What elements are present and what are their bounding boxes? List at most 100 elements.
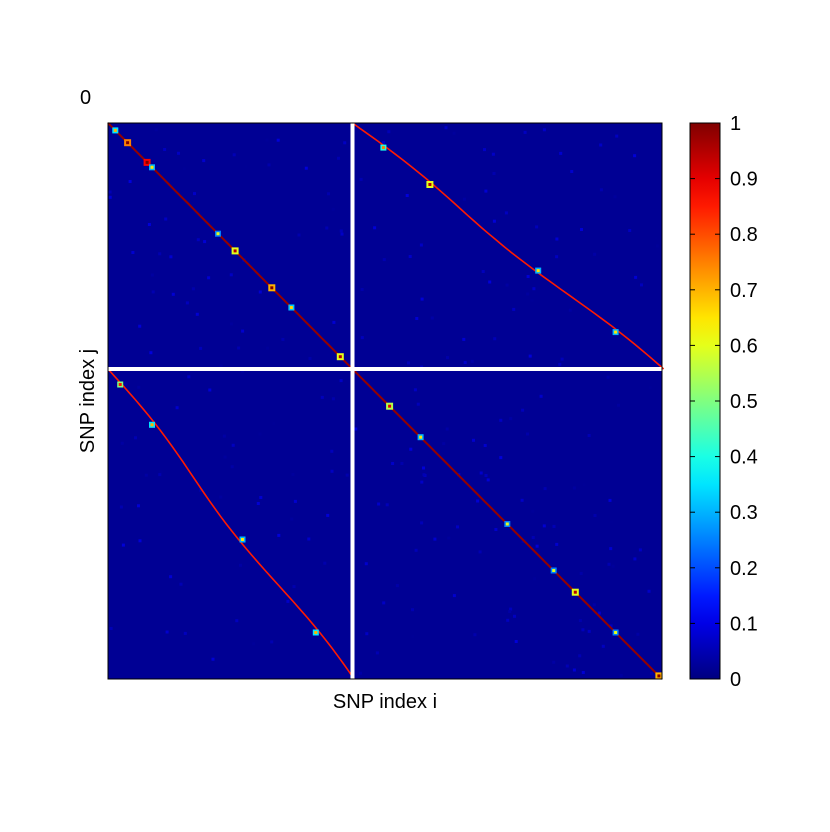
noise-cell xyxy=(526,292,530,296)
noise-cell xyxy=(509,417,513,421)
noise-cell xyxy=(158,252,162,256)
cluster-core xyxy=(388,404,392,408)
noise-cell xyxy=(452,131,456,135)
cluster-core xyxy=(614,330,618,334)
noise-cell xyxy=(647,589,651,593)
noise-cell xyxy=(483,444,487,447)
noise-cell xyxy=(124,382,128,386)
noise-cell xyxy=(442,442,446,446)
noise-cell xyxy=(387,130,391,134)
diagonal-top-right xyxy=(352,122,665,370)
noise-cell xyxy=(578,619,582,622)
noise-cell xyxy=(241,329,245,333)
noise-cell xyxy=(175,406,179,410)
noise-cell xyxy=(179,582,183,586)
noise-cell xyxy=(343,141,347,145)
cluster-core xyxy=(536,269,540,273)
noise-cell xyxy=(520,498,524,502)
noise-cell xyxy=(572,668,576,672)
noise-cell xyxy=(144,473,148,477)
noise-cell xyxy=(165,630,169,634)
cluster-core xyxy=(126,141,130,145)
noise-cell xyxy=(552,524,556,528)
noise-cell xyxy=(414,548,418,552)
noise-cell xyxy=(579,572,583,575)
noise-cell xyxy=(119,505,123,509)
noise-cell xyxy=(542,128,546,132)
noise-cell xyxy=(478,550,482,554)
noise-cell xyxy=(413,388,417,392)
noise-cell xyxy=(567,602,571,606)
noise-cell xyxy=(151,290,155,294)
noise-cell xyxy=(509,607,513,611)
noise-cell xyxy=(297,233,301,237)
noise-cell xyxy=(415,317,419,320)
noise-cell xyxy=(337,156,340,160)
cluster-core xyxy=(552,569,556,572)
noise-cell xyxy=(290,517,294,521)
noise-cell xyxy=(611,564,615,568)
noise-cell xyxy=(364,562,368,566)
noise-cell xyxy=(400,462,404,465)
noise-cell xyxy=(385,503,389,507)
noise-cell xyxy=(640,283,643,287)
noise-cell xyxy=(144,166,148,170)
colorbar-tick-label: 0.1 xyxy=(730,613,758,635)
cluster-core xyxy=(270,286,274,290)
noise-cell xyxy=(523,130,527,134)
noise-cell xyxy=(330,469,334,473)
noise-cell xyxy=(650,671,653,675)
noise-cell xyxy=(187,375,191,379)
noise-cell xyxy=(281,337,285,341)
noise-cell xyxy=(581,671,585,674)
noise-cell xyxy=(266,346,270,350)
noise-cell xyxy=(219,364,223,368)
colorbar-ticks: 0 0.1 0.2 0.3 0.4 0.5 0.6 0.7 0.8 0.9 1 xyxy=(690,113,758,691)
plot-frame xyxy=(107,122,663,680)
noise-cell xyxy=(244,165,248,168)
noise-cell xyxy=(532,287,536,291)
noise-cell xyxy=(607,562,611,566)
noise-cell xyxy=(323,561,327,565)
noise-cell xyxy=(272,422,276,425)
noise-cell xyxy=(108,195,112,199)
noise-cell xyxy=(580,228,583,231)
noise-cell xyxy=(252,642,256,646)
noise-cell xyxy=(147,223,151,226)
noise-cell xyxy=(354,427,358,431)
noise-cell xyxy=(304,166,308,170)
noise-cell xyxy=(614,282,618,286)
noise-cell xyxy=(422,473,426,477)
noise-cell xyxy=(543,487,547,491)
noise-cell xyxy=(636,632,640,636)
noise-cell xyxy=(499,418,503,422)
noise-cell xyxy=(345,473,349,477)
noise-cell xyxy=(582,483,586,487)
noise-cell xyxy=(484,189,488,193)
noise-cell xyxy=(533,577,537,581)
noise-cell xyxy=(445,427,449,431)
noise-cell xyxy=(193,192,196,196)
noise-cell xyxy=(131,251,135,254)
noise-cell xyxy=(258,290,262,294)
noise-cell xyxy=(530,298,534,302)
noise-cell xyxy=(331,207,335,211)
noise-cell xyxy=(416,402,420,406)
noise-cell xyxy=(609,547,613,551)
noise-cell xyxy=(199,488,203,492)
cluster-core xyxy=(216,232,220,236)
noise-cell xyxy=(606,375,610,379)
noise-cell xyxy=(613,195,617,199)
noise-cell xyxy=(508,610,512,613)
noise-cell xyxy=(552,660,556,664)
noise-cell xyxy=(479,471,483,475)
cluster-core xyxy=(118,383,122,386)
noise-cell xyxy=(325,226,329,230)
noise-cell xyxy=(608,498,612,502)
noise-cell xyxy=(581,628,585,632)
noise-cell xyxy=(320,395,324,399)
noise-cell xyxy=(526,275,530,278)
noise-cell xyxy=(587,629,591,633)
noise-cell xyxy=(276,138,280,142)
noise-cell xyxy=(526,432,529,436)
